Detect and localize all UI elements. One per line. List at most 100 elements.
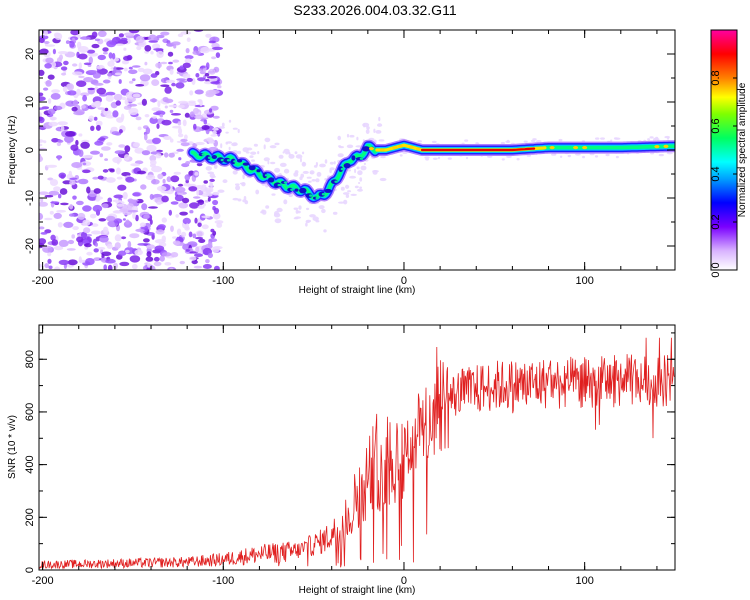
noise-blob (170, 225, 174, 232)
noise-blob (67, 259, 78, 266)
noise-blob (466, 156, 468, 160)
noise-blob (212, 127, 219, 131)
noise-blob (149, 98, 158, 103)
noise-blob (185, 161, 191, 165)
noise-blob (163, 135, 172, 140)
noise-blob (178, 157, 182, 161)
noise-blob (118, 250, 127, 256)
noise-blob (165, 79, 176, 83)
noise-blob (350, 193, 358, 196)
noise-blob (76, 80, 87, 87)
noise-blob (39, 154, 42, 162)
noise-blob (98, 137, 106, 141)
noise-blob (173, 44, 177, 49)
noise-blob (526, 154, 532, 157)
ridge-blob (277, 183, 282, 187)
ridge-peak (392, 146, 398, 150)
noise-blob (156, 50, 164, 59)
noise-blob (113, 93, 123, 101)
noise-blob (417, 140, 423, 143)
noise-blob (212, 191, 220, 196)
noise-blob (106, 243, 113, 249)
noise-blob (105, 95, 114, 102)
noise-blob (242, 199, 247, 203)
noise-blob (213, 139, 218, 147)
noise-blob (201, 224, 209, 230)
noise-blob (182, 73, 191, 79)
noise-blob (170, 113, 182, 116)
noise-blob (172, 240, 181, 246)
noise-blob (177, 127, 183, 135)
noise-blob (146, 144, 157, 152)
noise-blob (251, 159, 255, 162)
noise-blob (76, 200, 84, 206)
noise-blob (101, 251, 112, 257)
noise-blob (146, 244, 156, 249)
noise-blob (205, 62, 210, 70)
noise-blob (60, 202, 69, 206)
noise-blob (117, 184, 127, 191)
y-tick-label: -20 (24, 238, 36, 254)
noise-blob (340, 186, 345, 191)
noise-blob (109, 169, 115, 173)
noise-blob (63, 60, 69, 66)
noise-blob (71, 234, 75, 239)
noise-blob (195, 141, 205, 146)
noise-blob (505, 140, 510, 143)
noise-blob (115, 167, 121, 175)
noise-blob (58, 259, 69, 265)
noise-blob (73, 99, 78, 107)
noise-blob (174, 194, 184, 202)
colorbar-label: Normalized spectral amplitude (737, 82, 748, 217)
noise-blob (337, 135, 342, 141)
noise-blob (115, 100, 122, 106)
noise-blob (52, 48, 57, 55)
noise-blob (69, 177, 78, 180)
noise-blob (214, 220, 224, 224)
noise-blob (97, 54, 107, 61)
noise-blob (198, 238, 206, 243)
noise-blob (56, 141, 62, 147)
noise-blob (173, 171, 182, 175)
ridge-blob (340, 167, 345, 171)
noise-blob (94, 242, 98, 247)
noise-blob (245, 151, 250, 154)
y-tick-label: 0 (24, 567, 36, 573)
noise-blob (356, 166, 360, 170)
noise-blob (157, 100, 161, 108)
noise-blob (213, 164, 218, 169)
noise-blob (63, 221, 74, 228)
noise-blob (155, 62, 163, 68)
noise-blob (437, 156, 441, 160)
noise-blob (202, 264, 212, 269)
noise-blob (146, 267, 152, 270)
noise-blob (329, 168, 332, 174)
noise-blob (182, 217, 191, 225)
noise-blob (94, 100, 102, 107)
noise-blob (119, 261, 130, 267)
noise-blob (96, 192, 100, 199)
noise-blob (39, 238, 47, 245)
noise-blob (305, 219, 312, 223)
noise-blob (67, 90, 77, 96)
noise-blob (56, 209, 67, 213)
noise-blob (134, 249, 143, 256)
noise-blob (61, 72, 67, 76)
noise-blob (57, 155, 61, 161)
noise-blob (194, 104, 205, 108)
noise-blob (210, 81, 221, 85)
noise-blob (83, 227, 91, 234)
noise-blob (80, 141, 90, 149)
noise-blob (250, 151, 257, 155)
noise-blob (43, 30, 48, 37)
noise-blob (212, 212, 221, 220)
noise-blob (62, 86, 68, 93)
noise-blob (154, 245, 165, 252)
noise-blob (45, 57, 54, 64)
noise-blob (58, 239, 69, 247)
noise-blob (102, 47, 109, 52)
noise-blob (177, 183, 184, 187)
ridge-blob (242, 162, 250, 166)
noise-blob (49, 179, 59, 186)
noise-blob (267, 160, 270, 165)
